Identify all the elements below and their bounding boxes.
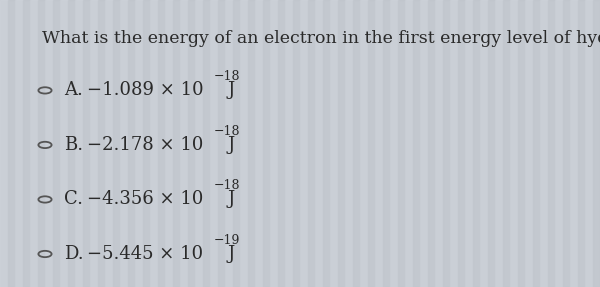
Bar <box>360 0 368 287</box>
Bar <box>525 0 533 287</box>
Bar <box>300 0 308 287</box>
Text: J: J <box>228 245 235 263</box>
Bar <box>195 0 203 287</box>
Bar <box>105 0 113 287</box>
Bar <box>23 0 30 287</box>
Bar <box>263 0 270 287</box>
Text: J: J <box>228 82 235 99</box>
Text: −4.356 × 10: −4.356 × 10 <box>87 191 203 208</box>
Bar <box>90 0 98 287</box>
Bar <box>180 0 188 287</box>
Bar <box>218 0 225 287</box>
Bar <box>345 0 353 287</box>
Text: A.: A. <box>64 82 83 99</box>
Bar <box>45 0 53 287</box>
Bar <box>533 0 540 287</box>
Bar <box>337 0 345 287</box>
Bar <box>585 0 593 287</box>
Bar <box>375 0 383 287</box>
Bar <box>150 0 157 287</box>
Bar <box>135 0 143 287</box>
Bar <box>413 0 420 287</box>
Bar <box>495 0 503 287</box>
Bar <box>165 0 173 287</box>
Bar <box>15 0 23 287</box>
Bar <box>367 0 375 287</box>
Text: J: J <box>228 191 235 208</box>
Bar <box>555 0 563 287</box>
Bar <box>67 0 75 287</box>
Bar <box>128 0 135 287</box>
Bar <box>120 0 128 287</box>
Bar <box>240 0 248 287</box>
Bar <box>577 0 585 287</box>
Bar <box>270 0 277 287</box>
Bar <box>113 0 120 287</box>
Bar <box>210 0 218 287</box>
Bar <box>540 0 548 287</box>
Bar <box>330 0 337 287</box>
Text: What is the energy of an electron in the first energy level of hydrogen?: What is the energy of an electron in the… <box>42 30 600 47</box>
Text: −5.445 × 10: −5.445 × 10 <box>87 245 203 263</box>
Bar <box>450 0 458 287</box>
Bar <box>487 0 495 287</box>
Bar <box>97 0 105 287</box>
Bar <box>75 0 83 287</box>
Bar <box>465 0 473 287</box>
Text: B.: B. <box>64 136 83 154</box>
Bar <box>225 0 233 287</box>
Bar <box>37 0 45 287</box>
Bar <box>323 0 330 287</box>
Bar <box>563 0 570 287</box>
Text: D.: D. <box>64 245 84 263</box>
Bar <box>480 0 487 287</box>
Bar <box>390 0 398 287</box>
Bar <box>308 0 315 287</box>
Bar <box>510 0 517 287</box>
Bar <box>143 0 150 287</box>
Bar <box>405 0 413 287</box>
Bar <box>60 0 67 287</box>
Text: −18: −18 <box>214 179 241 192</box>
Text: J: J <box>228 136 235 154</box>
Bar <box>30 0 37 287</box>
Bar <box>173 0 180 287</box>
Text: −1.089 × 10: −1.089 × 10 <box>87 82 203 99</box>
Bar <box>353 0 360 287</box>
Bar <box>203 0 210 287</box>
Bar <box>285 0 293 287</box>
Text: −19: −19 <box>214 234 241 247</box>
Bar <box>293 0 300 287</box>
Bar <box>443 0 450 287</box>
Bar <box>383 0 390 287</box>
Bar <box>503 0 510 287</box>
Bar <box>255 0 263 287</box>
Bar <box>277 0 285 287</box>
Bar <box>187 0 195 287</box>
Bar <box>315 0 323 287</box>
Bar <box>53 0 60 287</box>
Bar <box>473 0 480 287</box>
Bar <box>420 0 428 287</box>
Text: −18: −18 <box>214 70 241 83</box>
Text: −18: −18 <box>214 125 241 138</box>
Bar <box>458 0 465 287</box>
Bar <box>517 0 525 287</box>
Bar <box>7 0 15 287</box>
Bar <box>435 0 443 287</box>
Text: −2.178 × 10: −2.178 × 10 <box>87 136 203 154</box>
Bar <box>233 0 240 287</box>
Bar <box>157 0 165 287</box>
Bar <box>570 0 577 287</box>
Bar <box>548 0 555 287</box>
Bar <box>0 0 7 287</box>
Bar <box>83 0 90 287</box>
Bar <box>248 0 255 287</box>
Bar <box>398 0 405 287</box>
Bar <box>593 0 600 287</box>
Bar <box>427 0 435 287</box>
Text: C.: C. <box>64 191 83 208</box>
